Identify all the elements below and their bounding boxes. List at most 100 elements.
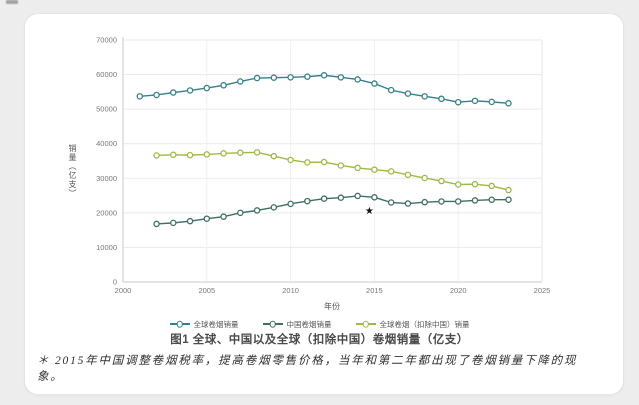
x-axis-label: 年份 [324, 302, 340, 311]
data-point [186, 217, 194, 225]
legend-line-marker-icon [355, 320, 376, 328]
data-point [505, 186, 512, 194]
legend-line-marker-icon [262, 320, 283, 328]
data-point [186, 151, 194, 159]
data-point [488, 196, 495, 203]
data-point [153, 220, 160, 228]
y-tick-label: 0 [113, 278, 117, 287]
y-tick-label: 20000 [96, 208, 117, 217]
data-point [454, 181, 462, 188]
data-point [488, 98, 495, 106]
data-point [387, 199, 395, 206]
data-point [421, 198, 428, 206]
data-point [287, 156, 294, 164]
x-tick-label: 2005 [198, 286, 215, 295]
y-axis-label: 销量（亿支） [68, 144, 77, 198]
chart-legend: 全球卷烟销量 中国卷烟销量 全球卷烟（扣除中国）销量 [0, 317, 639, 331]
data-point [404, 171, 412, 179]
data-point [505, 196, 512, 203]
x-tick-label: 2025 [534, 286, 551, 295]
x-tick-label: 2010 [282, 286, 299, 295]
data-point [153, 91, 160, 99]
data-point [170, 151, 177, 159]
x-tick-label: 2000 [115, 286, 132, 295]
legend-label: 中国卷烟销量 [286, 319, 332, 329]
cropped-text-fragment [6, 0, 18, 4]
y-tick-label: 70000 [96, 36, 117, 45]
series-line-1 [156, 195, 509, 225]
x-tick-label: 2015 [366, 286, 383, 295]
legend-item-2: 全球卷烟（扣除中国）销量 [355, 319, 470, 330]
data-point [270, 74, 278, 81]
data-point [253, 74, 261, 82]
legend-circle-marker-icon [269, 320, 276, 328]
y-tick-label: 40000 [96, 139, 117, 148]
data-point [488, 182, 495, 190]
data-point [454, 98, 462, 106]
data-point [220, 213, 227, 220]
data-point [287, 74, 294, 81]
data-point [387, 168, 395, 175]
data-point [304, 73, 311, 80]
data-point [471, 180, 479, 188]
data-point [170, 219, 177, 227]
y-tick-label: 50000 [96, 105, 117, 114]
data-point [438, 177, 445, 185]
star-annotation: ★ [365, 206, 374, 217]
data-point [220, 82, 227, 89]
y-tick-label: 10000 [96, 243, 117, 252]
data-point [237, 149, 244, 156]
figure-footnote: ＊ 2015年中国调整卷烟税率，提高卷烟零售价格，当年和第二年都出现了卷烟销量下… [37, 355, 578, 384]
legend-item-0: 全球卷烟销量 [169, 319, 239, 330]
data-point [438, 95, 445, 103]
figure-caption: 图1 全球、中国以及全球（扣除中国）卷烟销量（亿支） [170, 334, 469, 346]
data-point [304, 197, 311, 205]
data-point [471, 197, 479, 204]
data-point [320, 72, 328, 79]
data-point [170, 89, 177, 96]
y-tick-label: 30000 [96, 174, 117, 183]
data-point [438, 198, 445, 205]
data-point [454, 198, 462, 205]
data-point [203, 151, 211, 158]
data-point [371, 194, 378, 201]
data-point [371, 166, 378, 173]
data-point [421, 93, 428, 100]
legend-circle-marker-icon [362, 320, 369, 328]
line-chart-plot: 2000 2005 2010 2015 2020 2025 0 10000 20000 30000… [96, 36, 551, 296]
data-point [136, 93, 144, 100]
data-point [287, 200, 294, 208]
data-point [337, 162, 345, 169]
data-point [203, 215, 211, 222]
data-point [371, 80, 378, 87]
data-point [404, 200, 412, 207]
legend-item-1: 中国卷烟销量 [262, 319, 332, 330]
data-point [354, 76, 361, 83]
legend-circle-marker-icon [176, 320, 183, 328]
data-point [270, 204, 278, 211]
data-point [337, 74, 345, 81]
data-point [237, 78, 244, 85]
data-point [253, 207, 261, 214]
data-point [387, 86, 395, 94]
data-point [421, 174, 428, 182]
data-point [320, 158, 328, 166]
data-point [505, 100, 512, 107]
data-point [354, 192, 361, 200]
data-point [354, 164, 361, 172]
data-point [304, 159, 311, 166]
legend-label: 全球卷烟（扣除中国）销量 [379, 319, 470, 329]
data-point [253, 149, 261, 156]
data-point [237, 209, 244, 217]
data-point [270, 152, 278, 160]
y-tick-label: 60000 [96, 70, 117, 79]
data-point [320, 195, 328, 202]
legend-label: 全球卷烟销量 [193, 319, 239, 329]
legend-line-marker-icon [169, 320, 190, 328]
series-line-0 [139, 74, 509, 104]
series-line-2 [156, 151, 509, 191]
data-point [153, 152, 160, 159]
data-point [404, 90, 412, 97]
data-point [471, 97, 479, 105]
data-point [220, 150, 227, 157]
